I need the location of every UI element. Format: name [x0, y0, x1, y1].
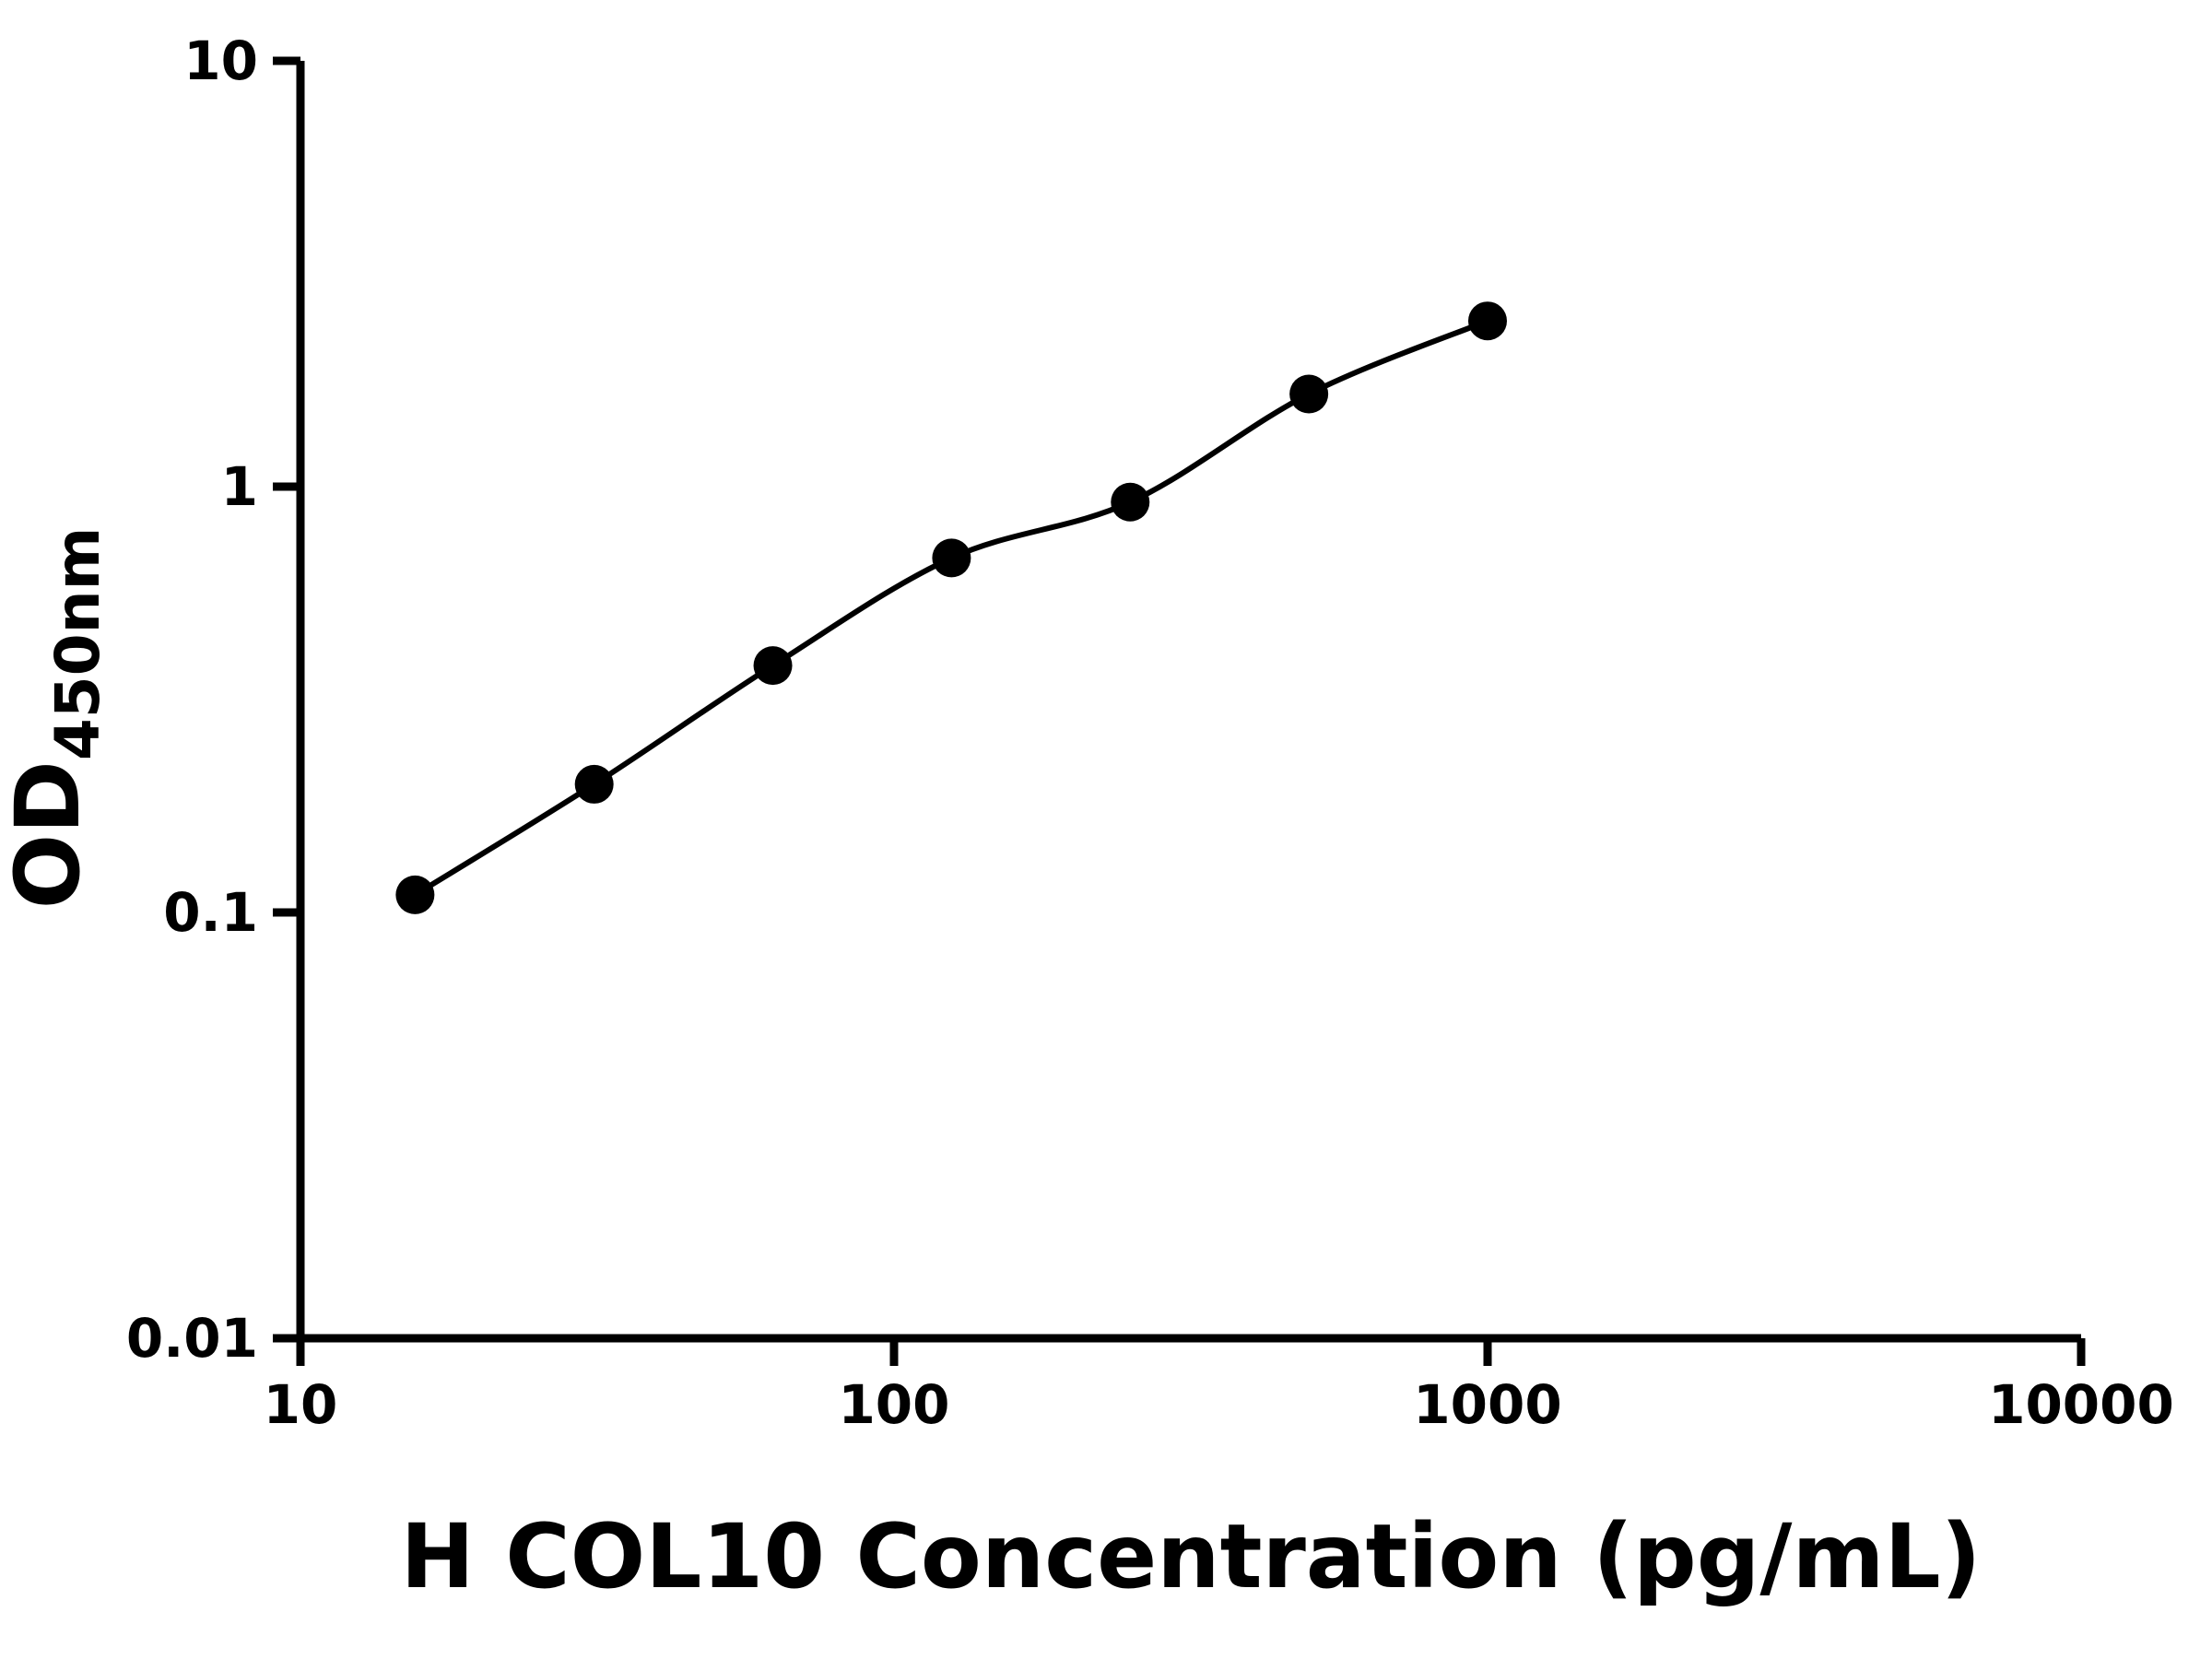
y-axis-title-main: OD [0, 760, 100, 909]
data-point [395, 875, 435, 914]
x-axis-tick-label: 1000 [1413, 1373, 1561, 1436]
data-point [1111, 482, 1150, 522]
x-axis-tick-label: 10 [264, 1373, 338, 1436]
y-axis-tick-label: 0.01 [126, 1307, 258, 1370]
x-axis-title: H COL10 Concentration (pg/mL) [400, 1505, 1981, 1608]
y-axis-title-subscript: 450nm [42, 527, 113, 761]
y-axis-tick-label: 10 [183, 29, 258, 92]
x-axis-tick-label: 10000 [1988, 1373, 2174, 1436]
data-series [395, 301, 1507, 914]
data-point [1468, 301, 1507, 341]
y-axis-tick-label: 0.1 [163, 881, 258, 944]
axes: 10 100 1000 10000 10 1 0.1 0.01 [126, 29, 2174, 1436]
data-point [1289, 374, 1329, 414]
axis-spines [296, 61, 2081, 1343]
data-point [574, 764, 614, 804]
fit-curve [413, 318, 1489, 898]
y-axis-title: OD450nm [0, 527, 113, 910]
x-axis-tick-label: 100 [838, 1373, 949, 1436]
data-point [932, 538, 971, 578]
y-axis-tick-label: 1 [221, 455, 258, 518]
data-point [753, 646, 793, 686]
